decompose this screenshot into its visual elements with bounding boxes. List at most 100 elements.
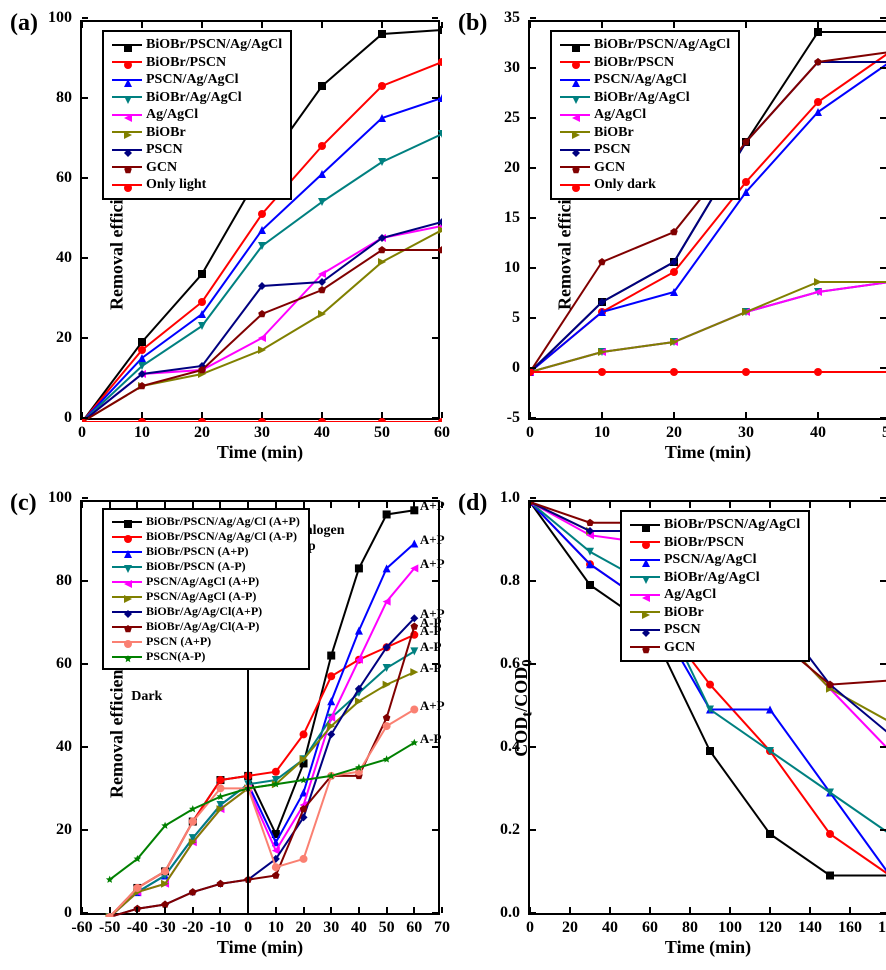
legend-label: BiOBr/Ag/AgCl: [664, 569, 760, 587]
panel-b: (b) BiOBr/PSCN/Ag/AgClBiOBr/PSCNPSCN/Ag/…: [458, 10, 886, 460]
legend-label: BiOBr/PSCN/Ag/Ag/Cl (A+P): [146, 514, 300, 529]
legend-item: BiOBr/PSCN/Ag/AgCl: [560, 36, 730, 54]
series-end-label: A-P: [420, 660, 442, 676]
legend-label: BiOBr/Ag/Ag/Cl(A-P): [146, 619, 259, 634]
legend-label: Only light: [146, 176, 206, 194]
legend-item: BiOBr: [560, 124, 730, 142]
legend-item: BiOBr/PSCN: [560, 54, 730, 72]
legend-item: Ag/AgCl: [112, 106, 282, 124]
legend-label: PSCN: [664, 621, 701, 639]
legend-label: BiOBr/PSCN: [594, 54, 674, 72]
legend-item: BiOBr/Ag/Ag/Cl(A-P): [112, 619, 300, 634]
legend-label: BiOBr/PSCN: [664, 534, 744, 552]
legend-label: PSCN/Ag/AgCl: [594, 71, 687, 89]
panel-b-label: (b): [458, 10, 487, 37]
legend-b: BiOBr/PSCN/Ag/AgClBiOBr/PSCNPSCN/Ag/AgCl…: [550, 30, 740, 200]
legend-item: PSCN: [112, 141, 282, 159]
legend-item: BiOBr/PSCN/Ag/Ag/Cl (A-P): [112, 529, 300, 544]
panel-c-label: (c): [10, 490, 37, 517]
legend-item: Only dark: [560, 176, 730, 194]
series-end-label: A-P: [420, 731, 442, 747]
legend-label: BiOBr: [146, 124, 186, 142]
chart-a: BiOBr/PSCN/Ag/AgClBiOBr/PSCNPSCN/Ag/AgCl…: [80, 20, 440, 420]
legend-label: BiOBr/PSCN/Ag/Ag/Cl (A-P): [146, 529, 297, 544]
series-end-label: A+P: [420, 532, 445, 548]
legend-item: BiOBr/Ag/AgCl: [560, 89, 730, 107]
panel-a-label: (a): [10, 10, 38, 37]
legend-item: PSCN/Ag/AgCl: [630, 551, 800, 569]
legend-item: PSCN (A+P): [112, 634, 300, 649]
legend-label: PSCN/Ag/AgCl (A-P): [146, 589, 256, 604]
legend-label: BiOBr/Ag/AgCl: [594, 89, 690, 107]
panel-d: (d) BiOBr/PSCN/Ag/AgClBiOBr/PSCNPSCN/Ag/…: [458, 490, 886, 960]
legend-a: BiOBr/PSCN/Ag/AgClBiOBr/PSCNPSCN/Ag/AgCl…: [102, 30, 292, 200]
chart-b: BiOBr/PSCN/Ag/AgClBiOBr/PSCNPSCN/Ag/AgCl…: [528, 20, 886, 420]
figure-grid: (a) BiOBr/PSCN/Ag/AgClBiOBr/PSCNPSCN/Ag/…: [10, 10, 886, 960]
legend-label: GCN: [594, 159, 625, 177]
legend-d: BiOBr/PSCN/Ag/AgClBiOBr/PSCNPSCN/Ag/AgCl…: [620, 510, 810, 662]
series-end-label: A+P: [420, 556, 445, 572]
legend-item: BiOBr/PSCN/Ag/AgCl: [112, 36, 282, 54]
series-end-label: A+P: [420, 498, 445, 514]
legend-label: BiOBr/Ag/AgCl: [146, 89, 242, 107]
legend-label: PSCN: [594, 141, 631, 159]
legend-label: Only dark: [594, 176, 656, 194]
xlabel-c: Time (min): [217, 937, 303, 958]
legend-item: BiOBr/Ag/Ag/Cl(A+P): [112, 604, 300, 619]
panel-c: (c) BiOBr/PSCN/Ag/Ag/Cl (A+P)BiOBr/PSCN/…: [10, 490, 448, 960]
legend-c: BiOBr/PSCN/Ag/Ag/Cl (A+P)BiOBr/PSCN/Ag/A…: [102, 508, 310, 670]
legend-item: PSCN(A-P): [112, 649, 300, 664]
legend-item: BiOBr: [112, 124, 282, 142]
legend-label: Ag/AgCl: [146, 106, 198, 124]
legend-label: BiOBr/PSCN/Ag/AgCl: [594, 36, 730, 54]
legend-label: GCN: [146, 159, 177, 177]
legend-item: BiOBr/PSCN: [112, 54, 282, 72]
legend-label: BiOBr/PSCN (A+P): [146, 544, 249, 559]
legend-label: BiOBr: [664, 604, 704, 622]
xlabel-d: Time (min): [665, 937, 751, 958]
legend-item: GCN: [560, 159, 730, 177]
legend-item: BiOBr/PSCN (A+P): [112, 544, 300, 559]
anno-dark: Dark: [131, 689, 162, 705]
legend-item: BiOBr/PSCN/Ag/Ag/Cl (A+P): [112, 514, 300, 529]
legend-label: BiOBr/Ag/Ag/Cl(A+P): [146, 604, 262, 619]
legend-item: BiOBr: [630, 604, 800, 622]
legend-item: GCN: [112, 159, 282, 177]
legend-item: Only light: [112, 176, 282, 194]
legend-label: GCN: [664, 639, 695, 657]
legend-label: BiOBr/PSCN (A-P): [146, 559, 246, 574]
legend-label: PSCN (A+P): [146, 634, 211, 649]
legend-label: BiOBr: [594, 124, 634, 142]
xlabel-b: Time (min): [665, 442, 751, 463]
legend-item: BiOBr/PSCN (A-P): [112, 559, 300, 574]
legend-item: PSCN: [560, 141, 730, 159]
legend-item: BiOBr/Ag/AgCl: [630, 569, 800, 587]
legend-item: PSCN/Ag/AgCl (A-P): [112, 589, 300, 604]
legend-item: PSCN/Ag/AgCl: [560, 71, 730, 89]
legend-label: BiOBr/PSCN/Ag/AgCl: [664, 516, 800, 534]
xlabel-a: Time (min): [217, 442, 303, 463]
legend-item: BiOBr/PSCN: [630, 534, 800, 552]
chart-d: BiOBr/PSCN/Ag/AgClBiOBr/PSCNPSCN/Ag/AgCl…: [528, 500, 886, 915]
chart-c: BiOBr/PSCN/Ag/Ag/Cl (A+P)BiOBr/PSCN/Ag/A…: [80, 500, 440, 915]
panel-a: (a) BiOBr/PSCN/Ag/AgClBiOBr/PSCNPSCN/Ag/…: [10, 10, 448, 460]
legend-item: Ag/AgCl: [560, 106, 730, 124]
legend-label: Ag/AgCl: [594, 106, 646, 124]
legend-label: PSCN(A-P): [146, 649, 205, 664]
series-end-label: A-P: [420, 615, 442, 631]
legend-item: Ag/AgCl: [630, 586, 800, 604]
legend-item: PSCN/Ag/AgCl (A+P): [112, 574, 300, 589]
legend-label: PSCN: [146, 141, 183, 159]
legend-label: PSCN/Ag/AgCl: [664, 551, 757, 569]
legend-label: PSCN/Ag/AgCl: [146, 71, 239, 89]
legend-label: Ag/AgCl: [664, 586, 716, 604]
legend-item: PSCN: [630, 621, 800, 639]
legend-item: GCN: [630, 639, 800, 657]
panel-d-label: (d): [458, 490, 487, 517]
legend-label: BiOBr/PSCN: [146, 54, 226, 72]
legend-label: PSCN/Ag/AgCl (A+P): [146, 574, 259, 589]
legend-item: PSCN/Ag/AgCl: [112, 71, 282, 89]
series-end-label: A+P: [420, 698, 445, 714]
legend-item: BiOBr/Ag/AgCl: [112, 89, 282, 107]
series-end-label: A-P: [420, 639, 442, 655]
